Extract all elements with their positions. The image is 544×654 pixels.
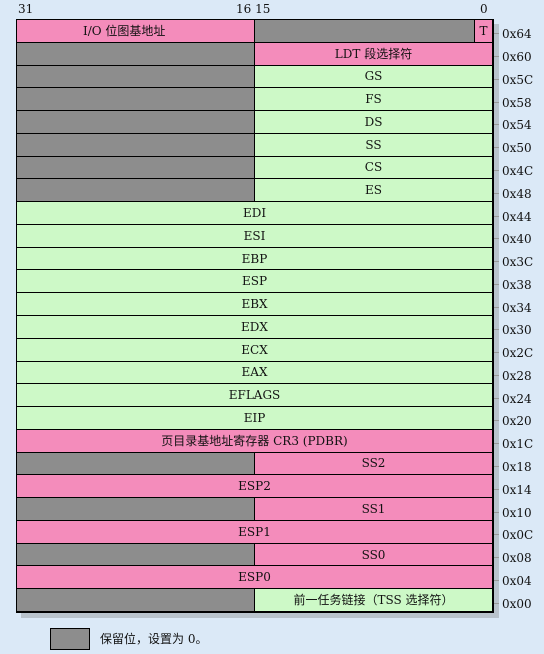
bit-label-16-15: 16 15 (236, 2, 271, 16)
offset-label: 0x4C (502, 164, 534, 178)
offset-label: 0x18 (502, 460, 532, 474)
tss-field-0x50-hi (17, 133, 255, 157)
tss-field-0x58-lo: FS (255, 88, 493, 112)
offset-tick (494, 602, 499, 604)
tss-field-0x3c-full: EBP (17, 247, 493, 271)
offset-label: 0x64 (502, 27, 532, 42)
offset-tick (494, 238, 499, 240)
offset-tick (494, 511, 499, 513)
tss-field-0x08-hi (17, 543, 255, 567)
tss-field-0x20-full: EIP (17, 407, 493, 430)
offset-tick (494, 557, 499, 559)
tss-field-0x64-hi: I/O 位图基地址 (17, 20, 255, 43)
offset-tick (494, 534, 499, 536)
offset-label: 0x04 (502, 573, 532, 588)
tss-field-0x00-hi (17, 589, 255, 612)
offset-tick (494, 466, 499, 467)
offset-label: 0x54 (502, 118, 532, 133)
offset-label: 0x10 (502, 505, 532, 520)
offset-tick (494, 374, 499, 376)
offset-label: 0x44 (502, 209, 532, 224)
tss-field-0x58-hi (17, 88, 255, 112)
tss-field-0x04-full: ESP0 (17, 566, 493, 590)
offset-tick (494, 488, 499, 490)
offset-label: 0x40 (502, 232, 532, 247)
offset-label: 0x20 (502, 414, 532, 429)
tss-field-0x5c-lo: GS (255, 65, 493, 89)
tss-field-0x64-t-bit: T (475, 20, 493, 43)
offset-label: 0x60 (502, 50, 532, 65)
tss-field-0x00-lo: 前一任务链接（TSS 选择符） (255, 589, 493, 612)
offset-tick (494, 397, 499, 399)
offset-tick (494, 170, 499, 171)
offset-label: 0x08 (502, 551, 532, 566)
offset-label: 0x00 (502, 596, 532, 611)
tss-field-0x48-hi (17, 179, 255, 203)
tss-field-0x2c-full: ECX (17, 338, 493, 362)
offset-tick (494, 78, 499, 80)
tss-field-0x0c-full: ESP1 (17, 520, 493, 544)
offset-label: 0x14 (502, 482, 532, 497)
tss-field-0x4c-hi (17, 156, 255, 180)
tss-field-0x60-hi (17, 42, 255, 66)
offset-label: 0x2C (502, 346, 534, 361)
tss-field-0x38-full: ESP (17, 270, 493, 294)
tss-field-0x1c-full: 页目录基地址寄存器 CR3 (PDBR) (17, 429, 493, 453)
tss-field-0x08-lo: SS0 (255, 543, 493, 567)
offset-label: 0x28 (502, 368, 532, 383)
tss-field-0x54-hi (17, 111, 255, 134)
tss-field-0x24-full: EFLAGS (17, 384, 493, 408)
offset-tick (494, 56, 499, 58)
tss-field-0x64-lo-main (255, 20, 475, 43)
tss-field-0x54-lo: DS (255, 111, 493, 134)
offset-tick (494, 261, 499, 263)
tss-table: I/O 位图基地址 T LDT 段选择符 GS FS DS SS CS ES EDI ESI EBP E… (16, 19, 494, 613)
tss-field-0x18-hi (17, 452, 255, 476)
offset-tick (494, 147, 499, 149)
tss-field-0x14-full: ESP2 (17, 475, 493, 499)
offset-tick (494, 579, 499, 581)
offset-label: 0x30 (502, 323, 532, 338)
tss-field-0x5c-hi (17, 65, 255, 89)
tss-field-0x60-lo: LDT 段选择符 (255, 42, 493, 66)
tss-field-0x50-lo: SS (255, 133, 493, 157)
offset-label: 0x38 (502, 277, 532, 292)
offset-label: 0x0C (502, 528, 534, 543)
offset-tick (494, 420, 499, 422)
offset-tick (494, 33, 499, 35)
tss-field-0x44-full: EDI (17, 202, 493, 225)
tss-field-0x18-lo: SS2 (255, 452, 493, 476)
offset-tick (494, 101, 499, 103)
offset-label: 0x58 (502, 95, 532, 110)
tss-field-0x48-lo: ES (255, 179, 493, 203)
offset-label: 0x3C (502, 255, 534, 270)
tss-field-0x40-full: ESI (17, 224, 493, 248)
offset-tick (494, 192, 499, 194)
offset-tick (494, 306, 499, 308)
offset-label: 0x24 (502, 391, 532, 406)
legend-text: 保留位，设置为 0。 (100, 632, 208, 646)
tss-field-0x34-full: EBX (17, 293, 493, 316)
bit-label-31: 31 (18, 2, 34, 16)
offset-label: 0x34 (502, 300, 532, 315)
offset-tick (494, 283, 499, 285)
offset-label: 0x48 (502, 186, 532, 201)
offset-tick (494, 124, 499, 126)
offset-tick (494, 215, 499, 217)
bit-label-0: 0 (480, 2, 488, 16)
offset-tick (494, 329, 499, 331)
tss-field-0x10-hi (17, 498, 255, 521)
tss-field-0x4c-lo: CS (255, 156, 493, 180)
tss-field-0x30-full: EDX (17, 316, 493, 339)
offset-label: 0x1C (502, 437, 534, 452)
tss-field-0x10-lo: SS1 (255, 498, 493, 521)
offset-label: 0x50 (502, 141, 532, 156)
legend-swatch (50, 628, 90, 650)
offset-tick (494, 443, 499, 445)
tss-field-0x28-full: EAX (17, 361, 493, 385)
offset-label: 0x5C (502, 72, 534, 87)
offset-tick (494, 352, 499, 354)
